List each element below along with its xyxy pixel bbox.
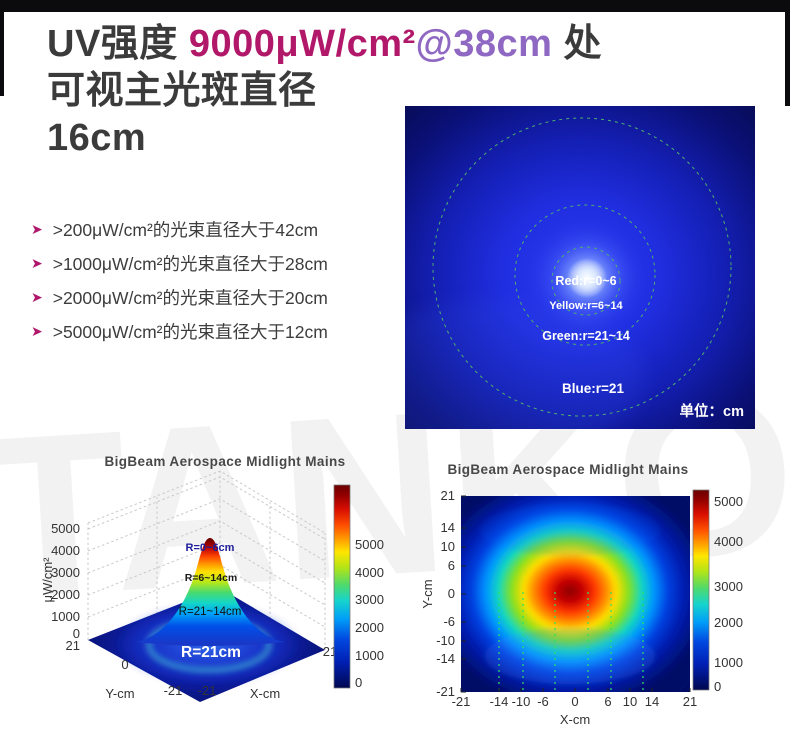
surface-z-axis-label: μW/cm² [40,557,55,603]
surface-colorbar-tick: 3000 [355,592,384,607]
spec-item: ➤ >5000μW/cm²的光束直径大于12cm [31,314,328,348]
surface-z-tick: 4000 [51,543,80,558]
headline-distance-value: @38cm [415,23,553,65]
beam-blue-ring-label: Blue:r=21 [562,381,624,396]
surface-colorbar-tick: 1000 [355,648,384,663]
heatmap-y-tick: 21 [441,488,455,503]
beam-middle-dashed-circle [514,204,656,346]
heatmap-y-axis-label: Y-cm [420,579,435,608]
heatmap-colorbar-tick: 0 [714,679,721,694]
beam-green-ring-label: Green:r=21~14 [542,329,630,343]
surface-annotation-green: R=21~14cm [179,606,242,618]
heatmap-x-tick: -14 [490,694,509,709]
surface-z-tick: 5000 [51,521,80,536]
heatmap-y-tick: -10 [436,633,455,648]
left-border-bar [0,0,4,96]
beam-core-hotspot [567,258,607,298]
spec-list: ➤ >200μW/cm²的光束直径大于42cm ➤ >1000μW/cm²的光束直径… [31,212,328,348]
surface-y-far-tick: -21 [164,683,183,698]
heatmap-x-tick: 14 [645,694,659,709]
surface-colorbar-tick: 2000 [355,620,384,635]
heatmap-y-tick: 14 [441,520,455,535]
top-border-bar [0,0,790,12]
heatmap-y-tickmarks [461,495,466,693]
surface-z-tick: 1000 [51,609,80,624]
surface-colorbar-tick: 5000 [355,537,384,552]
headline-intensity-value: 9000μW/cm² [188,23,416,65]
right-border-bar [785,0,790,106]
surface-x-near-tick: -21 [198,683,217,698]
beam-inner-dashed-circle [551,246,621,316]
heatmap-y-tick: -6 [443,614,455,629]
surface-colorbar-tick: 4000 [355,565,384,580]
heatmap-y-tick: 0 [448,586,455,601]
surface-x-far-tick: 21 [323,644,337,659]
arrow-bullet-icon: ➤ [31,255,43,271]
heatmap-x-tick: 0 [571,694,578,709]
heatmap-y-tick: -14 [436,651,455,666]
spec-item: ➤ >1000μW/cm²的光束直径大于28cm [31,246,328,280]
heatmap-y-tick: 10 [441,539,455,554]
heatmap-title: BigBeam Aerospace Midlight Mains [447,462,688,477]
surface-colorbar [333,484,351,689]
heatmap-x-axis-label: X-cm [560,712,590,727]
heatmap-colorbar-tick: 3000 [714,579,743,594]
heatmap-x-tick: -10 [512,694,531,709]
heatmap-x-tick: 10 [623,694,637,709]
surface-annotation-yellow: R=6~14cm [185,572,238,584]
surface-annotation-blue: R=21cm [181,644,241,661]
surface-z-tick: 0 [73,626,80,641]
headline-line-3: 16cm [47,117,147,159]
beam-spot-photo: Red:r=0~6 Yellow:r=6~14 Green:r=21~14 Bl… [405,106,755,429]
surface-y-mid-tick: 0 [121,657,128,672]
heatmap-y-tick: -21 [436,684,455,699]
beam-red-ring-label: Red:r=0~6 [555,274,616,288]
spec-text: >2000μW/cm²的光束直径大于20cm [52,287,328,308]
heatmap-x-tick: -21 [452,694,471,709]
arrow-bullet-icon: ➤ [31,323,43,339]
spec-item: ➤ >200μW/cm²的光束直径大于42cm [31,212,328,246]
heatmap-x-tick: 21 [683,694,697,709]
surface-plot-title: BigBeam Aerospace Midlight Mains [104,454,345,469]
heatmap-y-tick: 6 [448,558,455,573]
heatmap-colorbar-tick: 5000 [714,494,743,509]
surface-y-corner-tick: 21 [66,638,80,653]
heatmap-x-tick: -6 [537,694,549,709]
arrow-bullet-icon: ➤ [31,289,43,305]
headline-suffix: 处 [552,23,602,65]
arrow-bullet-icon: ➤ [31,221,43,237]
surface-annotation-red: R=0~6cm [186,542,235,554]
beam-outer-dashed-circle [432,117,732,417]
surface-z-tick: 2000 [51,587,80,602]
surface-plot: BigBeam Aerospace Midlight Mains 5000 40… [40,454,384,702]
heatmap-colorbar-tick: 1000 [714,655,743,670]
surface-z-tick: 3000 [51,565,80,580]
heatmap-dashed-guides [498,592,644,691]
headline: UV强度 9000μW/cm²@38cm 处 可视主光斑直径 16cm [47,21,602,162]
headline-line-2: 可视主光斑直径 [47,70,317,112]
heatmap-colorbar-tick: 2000 [714,615,743,630]
surface-colorbar-tick: 0 [355,675,362,690]
spec-item: ➤ >2000μW/cm²的光束直径大于20cm [31,280,328,314]
heatmap-colorbar [692,489,710,691]
spec-text: >1000μW/cm²的光束直径大于28cm [52,253,328,274]
heatmap-x-tick: 6 [604,694,611,709]
surface-y-axis-label: Y-cm [105,686,134,701]
headline-prefix: UV强度 [47,23,189,65]
beam-yellow-ring-label: Yellow:r=6~14 [549,300,623,312]
heatmap-plot: BigBeam Aerospace Midlight Mains [420,462,743,727]
heatmap-colorbar-tick: 4000 [714,534,743,549]
heatmap-x-tickmarks [460,688,691,692]
spec-text: >200μW/cm²的光束直径大于42cm [52,219,319,240]
surface-axes-grid [87,470,326,650]
surface-x-axis-label: X-cm [250,686,280,701]
spec-text: >5000μW/cm²的光束直径大于12cm [52,321,328,342]
headline-line-1: UV强度 9000μW/cm²@38cm 处 [47,21,602,68]
surface-cone [135,538,285,646]
beam-unit-label: 单位：cm [680,402,744,420]
